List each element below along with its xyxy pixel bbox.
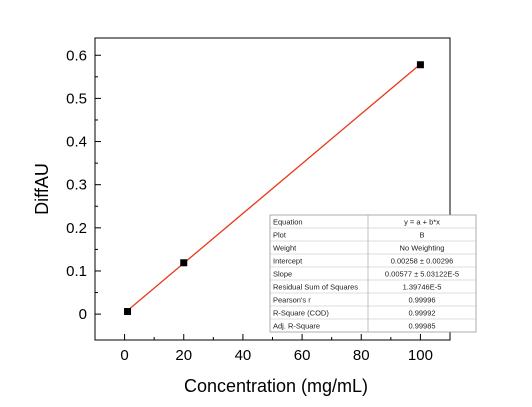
fit-line — [127, 63, 421, 312]
x-tick-label: 60 — [294, 347, 311, 364]
data-point — [124, 308, 132, 316]
y-tick-label: 0.5 — [66, 90, 87, 107]
y-tick-label: 0.6 — [66, 47, 87, 64]
y-tick-label: 0.4 — [66, 134, 87, 151]
y-tick-label: 0 — [79, 306, 87, 323]
fit-table-value: B — [419, 231, 424, 240]
fit-table-param: Equation — [273, 218, 303, 227]
fit-table-param: Pearson's r — [273, 296, 311, 305]
fit-table-border — [269, 214, 477, 333]
y-axis-title: DiffAU — [32, 163, 52, 215]
x-tick-label: 0 — [120, 347, 128, 364]
y-axis-ticks: 0 0.1 0.2 0.3 0.4 0.5 0.6 — [66, 47, 101, 323]
fit-table-value: 0.99992 — [408, 309, 435, 318]
fit-line-layer — [127, 63, 421, 312]
fit-table-value: 0.99985 — [408, 322, 435, 331]
x-tick-label: 80 — [353, 347, 370, 364]
x-axis-ticks: 0 20 40 60 80 100 — [120, 334, 433, 364]
y-tick-label: 0.3 — [66, 177, 87, 194]
fit-table-value: 0.00258 ± 0.00296 — [391, 257, 454, 266]
x-tick-label: 100 — [408, 347, 433, 364]
fit-table-value: 0.99996 — [408, 296, 435, 305]
fit-table-param: Residual Sum of Squares — [273, 283, 358, 292]
fit-table-param: Adj. R-Square — [273, 322, 320, 331]
y-tick-label: 0.1 — [66, 263, 87, 280]
fit-table-value: 0.00577 ± 5.03122E-5 — [385, 270, 459, 279]
fit-table-value: 1.39746E-5 — [403, 283, 442, 292]
x-tick-label: 20 — [175, 347, 192, 364]
fit-table-value: No Weighting — [400, 244, 445, 253]
data-points — [124, 61, 424, 316]
x-tick-label: 40 — [235, 347, 252, 364]
fit-table-param: R-Square (COD) — [273, 309, 329, 318]
x-axis-title: Concentration (mg/mL) — [184, 376, 368, 396]
fit-table-param: Intercept — [273, 257, 303, 266]
fit-results-table: Equation y = a + b*x Plot B Weight No Weighti… — [269, 214, 477, 333]
fit-table-param: Weight — [273, 244, 297, 253]
data-point — [180, 259, 188, 267]
fit-table-param: Plot — [273, 231, 287, 240]
y-tick-label: 0.2 — [66, 220, 87, 237]
data-point — [416, 61, 424, 69]
fit-table-value: y = a + b*x — [404, 218, 440, 227]
fit-table-param: Slope — [273, 270, 292, 279]
